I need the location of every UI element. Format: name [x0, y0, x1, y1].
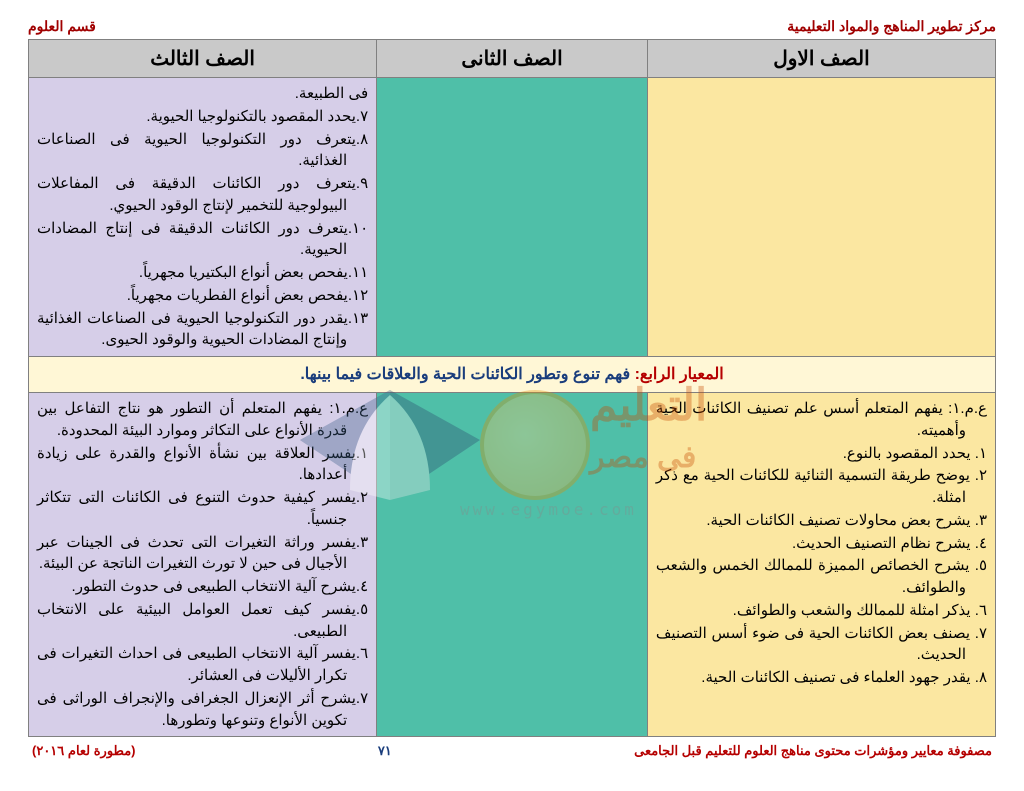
cell-r1-c3: فى الطبيعة. ٧.يحدد المقصود بالتكنولوجيا … [29, 78, 377, 357]
footer-right: مصفوفة معايير ومؤشرات محتوى مناهج العلوم… [634, 743, 992, 759]
cell-r2-c1: ع.م.١: يفهم المتعلم أسس علم تصنيف الكائن… [647, 393, 995, 737]
page-footer: مصفوفة معايير ومؤشرات محتوى مناهج العلوم… [28, 743, 996, 759]
criterion-text: فهم تنوع وتطور الكائنات الحية والعلاقات … [300, 366, 630, 383]
header-right: مركز تطوير المناهج والمواد التعليمية [787, 18, 996, 35]
col-header-2: الصف الثانى [377, 40, 648, 78]
cell-r2-c2 [377, 393, 648, 737]
curriculum-table: الصف الاول الصف الثانى الصف الثالث فى ال… [28, 39, 996, 737]
footer-left: (مطورة لعام ٢٠١٦) [32, 743, 136, 759]
cell-r2-c3: ع.م.١: يفهم المتعلم أن التطور هو نتاج ال… [29, 393, 377, 737]
criterion-row: المعيار الرابع: فهم تنوع وتطور الكائنات … [29, 357, 996, 393]
col-header-3: الصف الثالث [29, 40, 377, 78]
header-left: قسم العلوم [28, 18, 96, 35]
criterion-label: المعيار الرابع: [635, 366, 724, 383]
page-number: ٧١ [378, 743, 392, 759]
criterion-cell: المعيار الرابع: فهم تنوع وتطور الكائنات … [29, 357, 996, 393]
cell-r1-c1 [647, 78, 995, 357]
cell-r1-c2 [377, 78, 648, 357]
col-header-1: الصف الاول [647, 40, 995, 78]
table-row: فى الطبيعة. ٧.يحدد المقصود بالتكنولوجيا … [29, 78, 996, 357]
table-row: ع.م.١: يفهم المتعلم أسس علم تصنيف الكائن… [29, 393, 996, 737]
